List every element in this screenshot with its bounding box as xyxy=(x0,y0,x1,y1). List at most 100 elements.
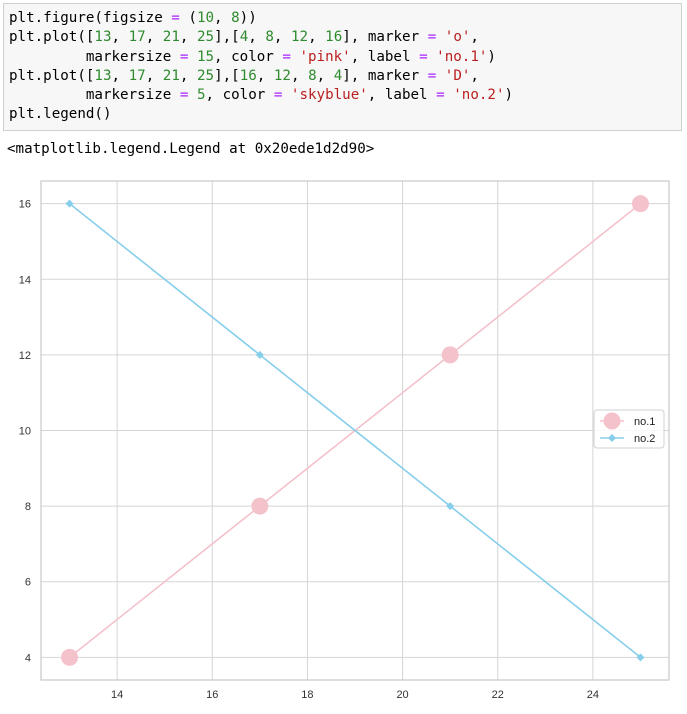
code-token: plt.plot([ xyxy=(9,29,95,46)
y-tick-label: 8 xyxy=(25,501,31,513)
y-tick-label: 14 xyxy=(19,274,31,286)
code-token: = xyxy=(427,29,437,46)
code-token: 'o' xyxy=(444,29,471,46)
code-token: ], marker xyxy=(342,29,428,46)
code-token: , xyxy=(248,29,266,46)
code-token: = xyxy=(282,48,291,65)
code-token: = xyxy=(436,87,445,104)
code-token: , xyxy=(145,29,163,46)
code-token: , xyxy=(470,29,479,46)
code-token xyxy=(436,68,445,84)
code-token: markersize xyxy=(9,48,180,65)
code-token: markersize xyxy=(9,87,180,104)
code-token: 4 xyxy=(239,29,249,46)
code-token: , xyxy=(470,67,479,84)
code-token: , xyxy=(145,67,163,84)
code-token: 25 xyxy=(196,67,215,84)
code-token: , color xyxy=(205,87,274,104)
series-point-no.2 xyxy=(446,502,455,511)
code-token: 'pink' xyxy=(299,48,351,65)
code-line: markersize = 15, color = 'pink', label =… xyxy=(9,48,681,67)
code-token: 8 xyxy=(231,10,240,26)
y-tick-label: 6 xyxy=(25,577,31,589)
code-token: = xyxy=(427,67,437,84)
code-line: plt.legend() xyxy=(9,105,681,124)
code-token: 8 xyxy=(265,29,274,46)
code-token: 12 xyxy=(290,29,309,46)
y-tick-label: 12 xyxy=(19,350,31,362)
code-token xyxy=(436,29,445,45)
legend-label: no.2 xyxy=(634,433,655,445)
code-token: 5 xyxy=(196,87,206,104)
code-token: , xyxy=(111,67,129,84)
code-token xyxy=(282,87,291,103)
code-token: , label xyxy=(367,87,437,104)
code-token: = xyxy=(179,48,189,65)
code-token: , color xyxy=(214,48,283,65)
x-tick-label: 24 xyxy=(587,689,599,701)
axes-frame xyxy=(40,180,670,681)
code-token xyxy=(188,49,197,65)
code-token: 16 xyxy=(325,29,343,46)
code-token: 10 xyxy=(196,10,215,26)
code-token: , xyxy=(256,67,274,84)
code-editor[interactable]: plt.figure(figsize = (10, 8)) plt.plot([1… xyxy=(9,9,681,125)
y-tick-label: 4 xyxy=(25,652,31,664)
code-token: 16 xyxy=(239,67,257,84)
code-line: plt.plot([13, 17, 21, 25],[16, 12, 8, 4]… xyxy=(9,67,681,86)
code-token: plt.legend() xyxy=(9,106,112,123)
code-token: ],[ xyxy=(214,67,240,84)
code-token: ( xyxy=(179,10,197,26)
legend-label: no.1 xyxy=(634,416,655,428)
code-token: = xyxy=(179,87,189,104)
output-text: <matplotlib.legend.Legend at 0x20ede1d2d… xyxy=(7,141,375,157)
code-token: plt.plot([ xyxy=(9,67,95,84)
legend-marker-no.2 xyxy=(608,434,616,442)
series-point-no.2 xyxy=(65,199,74,208)
code-cell[interactable]: plt.figure(figsize = (10, 8)) plt.plot([1… xyxy=(3,3,682,131)
code-token: , xyxy=(179,29,197,46)
series-point-no.1 xyxy=(631,195,649,213)
code-line: markersize = 5, color = 'skyblue', label… xyxy=(9,86,681,105)
code-token: 25 xyxy=(196,29,215,46)
x-tick-label: 22 xyxy=(492,689,504,701)
code-token xyxy=(445,87,454,103)
code-token: 'D' xyxy=(444,67,471,84)
code-token: , xyxy=(273,29,291,46)
code-token: , xyxy=(214,10,232,26)
code-token: , xyxy=(308,29,326,46)
code-token: 21 xyxy=(162,67,180,84)
series-point-no.1 xyxy=(441,346,459,364)
code-token: , xyxy=(316,67,334,84)
code-token: = xyxy=(273,87,283,104)
series-point-no.2 xyxy=(255,350,264,359)
chart: 14 16 18 20 22 24 4 6 8 10 12 14 16 no.1 no.2 xyxy=(19,180,670,701)
code-token: 'no.1' xyxy=(436,48,488,65)
series-point-no.1 xyxy=(61,648,79,666)
legend-marker-no.1 xyxy=(603,412,621,430)
code-line: plt.figure(figsize = (10, 8)) xyxy=(9,9,681,28)
code-token: ) xyxy=(487,48,496,65)
code-token: 15 xyxy=(196,48,215,65)
code-token: plt.figure(figsize xyxy=(9,10,172,26)
code-token xyxy=(428,49,437,65)
code-token: )) xyxy=(239,10,257,26)
y-tick-label: 16 xyxy=(19,199,31,211)
x-tick-label: 16 xyxy=(206,689,218,701)
code-token: 4 xyxy=(333,67,343,84)
code-token: , xyxy=(179,67,197,84)
code-token: 21 xyxy=(162,29,180,46)
x-tick-label: 14 xyxy=(111,689,123,701)
code-token: 8 xyxy=(308,67,317,84)
code-token: 17 xyxy=(128,29,146,46)
code-line: plt.plot([13, 17, 21, 25],[4, 8, 12, 16]… xyxy=(9,28,681,47)
code-token: 13 xyxy=(94,29,112,46)
code-token: = xyxy=(419,48,428,65)
code-token: ], marker xyxy=(342,67,428,84)
code-token: 'no.2' xyxy=(453,87,505,104)
code-token: 'skyblue' xyxy=(290,87,368,104)
code-token: ],[ xyxy=(214,29,240,46)
code-token: = xyxy=(171,10,180,26)
code-token: ) xyxy=(504,87,514,104)
code-token: 13 xyxy=(94,67,112,84)
